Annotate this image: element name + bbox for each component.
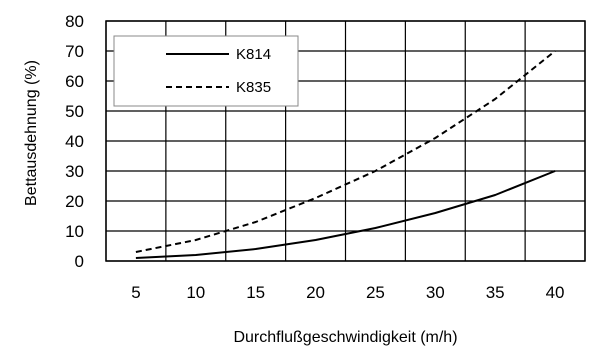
series-line-k814 [135,170,556,259]
x-tick-label: 25 [366,283,385,302]
x-tick-label: 30 [426,283,445,302]
x-axis-ticks: 5 10 15 20 25 30 35 40 [131,283,564,302]
y-tick-label: 50 [65,102,84,121]
legend: K814 K835 [113,35,299,107]
y-tick-label: 0 [75,252,84,271]
y-tick-label: 60 [65,72,84,91]
series-line-k835 [135,50,556,253]
legend-box [113,35,299,107]
series-lines [135,50,556,259]
plot-area-frame [105,20,586,262]
x-tick-label: 5 [131,283,140,302]
x-tick-label: 35 [486,283,505,302]
x-tick-label: 40 [546,283,565,302]
y-tick-label: 10 [65,222,84,241]
x-tick-label: 15 [246,283,265,302]
y-tick-label: 80 [65,12,84,31]
y-axis-ticks: 0 10 20 30 40 50 60 70 80 [65,12,84,271]
x-axis-title: Durchflußgeschwindigkeit (m/h) [233,329,457,346]
y-tick-label: 40 [65,132,84,151]
legend-label: K814 [236,46,271,63]
y-tick-label: 20 [65,192,84,211]
legend-label: K835 [236,79,271,96]
y-tick-label: 30 [65,162,84,181]
x-tick-label: 10 [186,283,205,302]
y-axis-title: Bettausdehnung (%) [23,60,40,206]
y-tick-label: 70 [65,42,84,61]
x-tick-label: 20 [306,283,325,302]
